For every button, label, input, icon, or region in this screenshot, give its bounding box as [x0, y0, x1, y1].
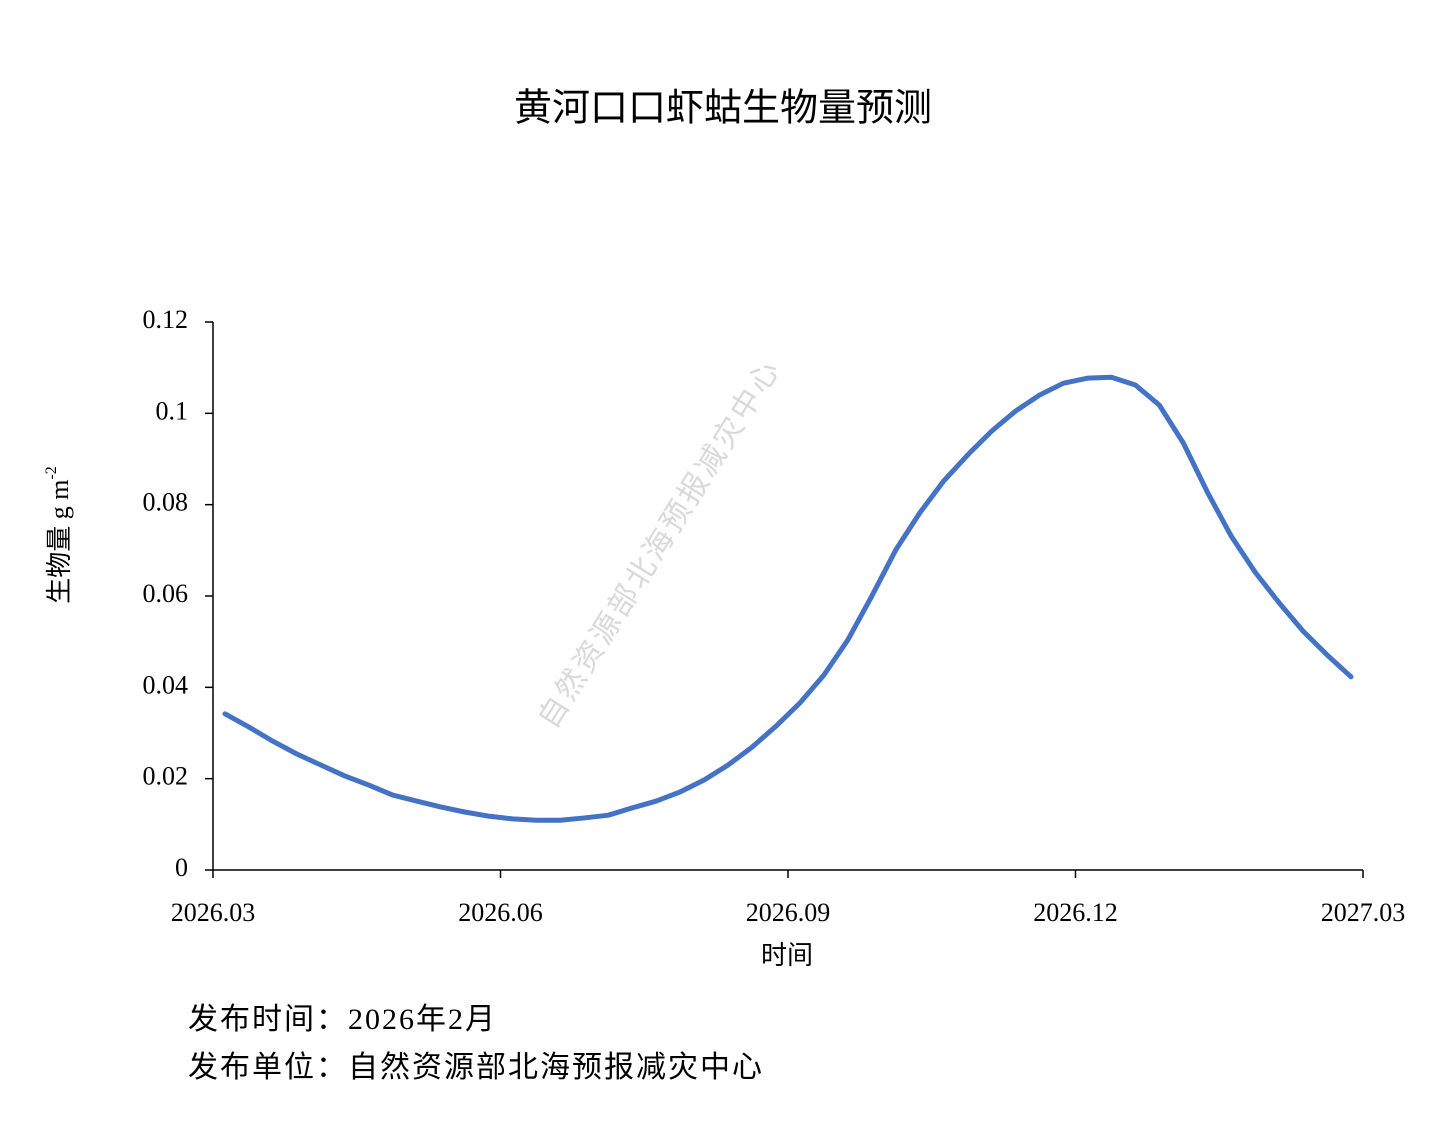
footer-line: 发布时间：2026年2月	[188, 1003, 497, 1036]
y-tick-label: 0.08	[143, 488, 189, 517]
x-tick-label: 2026.09	[746, 898, 831, 927]
x-tick-label: 2027.03	[1321, 898, 1406, 927]
y-axis-label: 生物量 g m-2	[43, 466, 74, 604]
y-axis-label-sup: -2	[43, 466, 60, 479]
chart-title: 黄河口口虾蛄生物量预测	[514, 88, 932, 130]
x-tick-label: 2026.06	[458, 898, 543, 927]
y-tick-label: 0.1	[156, 396, 189, 425]
line-series	[222, 374, 1354, 823]
footer-line: 发布单位：自然资源部北海预报减灾中心	[188, 1051, 764, 1084]
x-tick-label: 2026.03	[171, 898, 256, 927]
y-tick-label: 0.04	[143, 670, 189, 699]
x-tick-label: 2026.12	[1033, 898, 1118, 927]
y-tick-label: 0.02	[143, 762, 189, 791]
watermark: 自然资源部北海预报减灾中心	[532, 353, 787, 734]
x-axis-label: 时间	[761, 941, 813, 970]
y-axis-label-main: 生物量 g m	[45, 480, 74, 604]
y-tick-label: 0.06	[143, 579, 189, 608]
y-tick-label: 0	[175, 853, 188, 882]
y-tick-label: 0.12	[143, 305, 189, 334]
